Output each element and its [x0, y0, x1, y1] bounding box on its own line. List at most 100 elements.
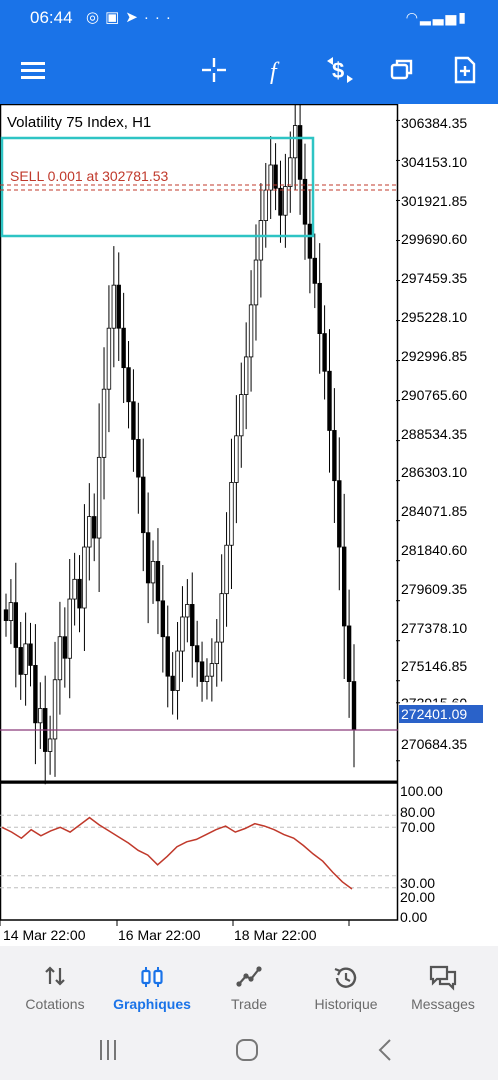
toolbar: f $ — [0, 38, 498, 104]
back-button[interactable] — [378, 1039, 391, 1061]
candle-body — [327, 370, 332, 431]
windows-button[interactable] — [384, 52, 420, 88]
candle-body — [8, 602, 14, 621]
price-label: 275146.85 — [401, 658, 468, 674]
candle-body — [185, 604, 190, 618]
candle-body — [13, 602, 19, 648]
nav-label: Historique — [314, 996, 378, 1012]
candle-body — [351, 681, 357, 731]
new-order-icon — [454, 56, 476, 84]
signal-icon: ▂▃▅ — [419, 9, 459, 25]
oscillator-label: 30.00 — [400, 875, 436, 891]
candle-body — [307, 223, 313, 259]
crosshair-button[interactable] — [196, 52, 232, 88]
menu-button[interactable] — [16, 52, 52, 88]
price-label: 299690.60 — [401, 231, 468, 247]
candle-body — [33, 665, 38, 724]
price-label: 297459.35 — [401, 270, 468, 286]
price-label: 304153.10 — [401, 154, 468, 170]
date-axis-ticks — [0, 920, 350, 926]
trade-icon: $ — [327, 57, 353, 83]
nav-messages[interactable]: Messages — [394, 946, 492, 1022]
home-button[interactable] — [236, 1039, 258, 1061]
sell-order-label[interactable]: SELL 0.001 at 302781.53 — [10, 168, 169, 184]
price-label: 292996.85 — [401, 348, 468, 364]
candle-body — [219, 593, 224, 643]
candle-body — [165, 636, 170, 677]
candle-body — [150, 560, 156, 584]
price-label-partially-hidden: 273915.60 — [401, 695, 468, 711]
nav-charts[interactable]: Graphiques — [103, 946, 201, 1022]
history-icon — [334, 967, 357, 988]
more-icon: ··· — [143, 9, 177, 26]
battery-icon: ▮ — [458, 9, 468, 25]
candle-body — [170, 675, 175, 691]
system-nav-buttons — [100, 1039, 391, 1061]
candle-body — [28, 643, 33, 666]
notification-icons: ◎▣➤··· — [86, 8, 177, 26]
candle-body — [317, 282, 322, 334]
candle-body — [57, 636, 63, 681]
candle-body — [101, 388, 107, 458]
svg-text:$: $ — [332, 58, 344, 83]
oscillator-label: 80.00 — [400, 804, 436, 820]
candle-body — [312, 257, 317, 284]
candle-body — [96, 456, 102, 539]
price-label: 290765.60 — [401, 387, 468, 403]
candle-body — [194, 645, 200, 663]
nav-trade[interactable]: Trade — [200, 946, 298, 1022]
chart-area[interactable]: Volatility 75 Index, H1 SELL 0.001 at 30… — [0, 104, 498, 946]
recent-apps-button[interactable] — [100, 1040, 116, 1060]
price-pane-frame — [0, 104, 399, 783]
nav-label: Messages — [411, 996, 475, 1012]
candle-body — [258, 220, 264, 261]
chart-canvas[interactable] — [0, 104, 498, 946]
candle-body — [322, 333, 327, 372]
oscillator-label: 0.00 — [400, 909, 428, 925]
crosshair-icon — [202, 58, 226, 82]
candle-body — [23, 643, 28, 675]
candle-body — [38, 708, 43, 724]
candle-body — [180, 616, 185, 652]
price-label: 288534.35 — [401, 426, 468, 442]
candle-body — [297, 125, 303, 180]
candle-body — [175, 650, 180, 691]
candle-body — [116, 284, 121, 329]
candle-body — [190, 604, 195, 647]
candle-body — [278, 187, 283, 216]
nav-history[interactable]: Historique — [297, 946, 395, 1022]
candle-body — [62, 636, 68, 659]
candle-body — [263, 189, 268, 221]
selection-rectangle[interactable] — [0, 136, 315, 238]
candle-body — [292, 125, 298, 159]
price-axis-ticks — [396, 119, 400, 762]
price-label: 295228.10 — [401, 309, 468, 325]
trade-button[interactable]: $ — [322, 52, 358, 88]
menu-icon — [21, 62, 45, 79]
candle-body — [332, 430, 337, 482]
price-label: 284071.85 — [401, 503, 468, 519]
candle-body — [106, 327, 112, 390]
candle-body — [72, 578, 77, 600]
candle-body — [82, 546, 87, 609]
indicators-button[interactable]: f — [260, 52, 296, 88]
candle-body — [126, 367, 131, 403]
nav-quotes[interactable]: Cotations — [6, 946, 104, 1022]
bottom-navigation: Cotations Graphiques Trade — [0, 946, 498, 1022]
candle-body — [283, 186, 288, 216]
new-order-button[interactable] — [447, 52, 483, 88]
oscillator-label: 70.00 — [400, 819, 436, 835]
candle-body — [3, 609, 9, 621]
price-label: 270684.35 — [401, 736, 468, 752]
status-bar: 06:44 ◎▣➤··· ◠▂▃▅▮ — [0, 0, 498, 38]
candle-body — [229, 482, 234, 546]
candle-body — [67, 598, 72, 659]
oscillator-label: 100.00 — [400, 783, 443, 799]
candle-body — [224, 544, 229, 595]
nav-label: Graphiques — [113, 996, 191, 1012]
price-label: 277378.10 — [401, 620, 468, 636]
system-navigation-bar — [0, 1022, 498, 1080]
candle-body — [52, 679, 58, 740]
candle-body — [131, 401, 136, 440]
candle-body — [273, 164, 278, 189]
